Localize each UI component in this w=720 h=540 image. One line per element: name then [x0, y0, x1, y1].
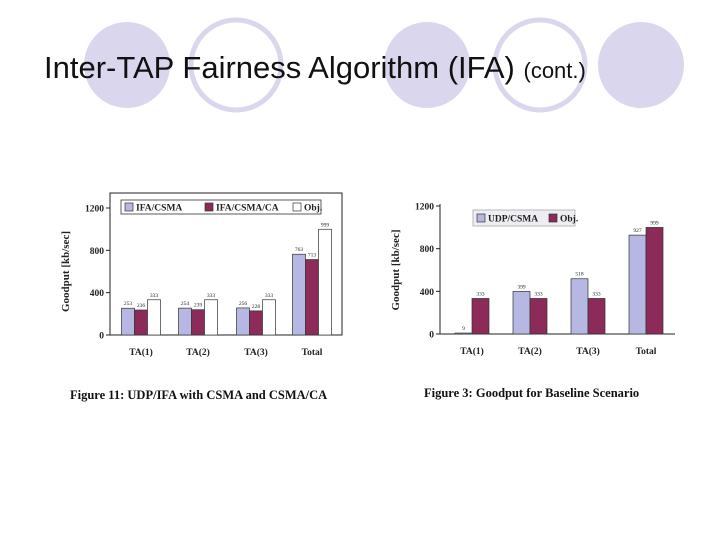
bar — [471, 298, 490, 335]
bar — [305, 259, 319, 336]
legend-swatch — [292, 202, 302, 212]
deco-circle — [598, 22, 684, 108]
bar-value-label: 999 — [321, 222, 330, 228]
deco-circle — [384, 22, 470, 108]
bar-value-label: 236 — [137, 303, 146, 309]
bar-value-label: 256 — [239, 301, 248, 307]
legend-label: Obj. — [304, 204, 322, 214]
bar-value-label: 763 — [295, 247, 304, 253]
y-tick-label: 800 — [90, 247, 105, 257]
bar — [147, 299, 161, 336]
x-tick-label: TA(2) — [518, 346, 542, 357]
x-tick-label: TA(1) — [460, 346, 484, 357]
bar-value-label: 927 — [633, 228, 642, 234]
slide-title: Inter-TAP Fairness Algorithm (IFA) (cont… — [44, 50, 586, 86]
legend-label: UDP/CSMA — [488, 215, 538, 225]
bar — [191, 309, 205, 336]
bar — [178, 307, 192, 336]
x-tick-label: Total — [302, 348, 323, 358]
deco-circle — [84, 22, 170, 108]
chart-baseline: 0 400 800 1200 Goodput [kb/sec] 9 333 TA(1) 399 3… — [390, 203, 675, 357]
deco-circle — [188, 17, 284, 113]
x-tick-label: Total — [636, 347, 657, 357]
bar-value-label: 239 — [194, 303, 203, 309]
bar-value-label: 399 — [517, 284, 526, 290]
x-tick-label: TA(3) — [576, 346, 600, 357]
y-axis-label: Goodput [kb/sec] — [60, 231, 72, 312]
bar — [454, 332, 473, 335]
figure-caption-right: Figure 3: Goodput for Baseline Scenario — [424, 386, 640, 400]
legend-box — [120, 199, 322, 215]
bar — [570, 278, 589, 335]
legend-label: IFA/CSMA/CA — [216, 204, 279, 214]
bar-value-label: 518 — [575, 272, 584, 278]
bar-value-label: 333 — [534, 291, 543, 297]
x-tick-label: TA(1) — [129, 347, 153, 358]
y-tick-label: 800 — [420, 245, 435, 255]
chart-ifa-csma: 0 400 800 1200 Goodput [kb/sec] 253 236 333 TA(1… — [60, 192, 343, 358]
x-tick-label: TA(3) — [244, 347, 268, 358]
y-tick-label: 0 — [429, 331, 434, 341]
bar-value-label: 9 — [462, 326, 465, 332]
bar-value-label: 333 — [150, 293, 159, 299]
legend-swatch — [204, 202, 214, 212]
bar-value-label: 333 — [476, 291, 485, 297]
slide-title-main: Inter-TAP Fairness Algorithm (IFA) — [44, 50, 515, 85]
bar — [204, 299, 218, 336]
y-axis-label: Goodput [kb/sec] — [390, 230, 402, 311]
bar — [318, 228, 332, 336]
legend-label: IFA/CSMA — [136, 204, 182, 214]
bar — [529, 298, 548, 335]
bar-value-label: 254 — [181, 301, 190, 307]
legend-label: Obj. — [560, 215, 578, 225]
bar — [236, 307, 250, 336]
bar-value-label: 713 — [308, 253, 317, 259]
slide-title-suffix: (cont.) — [523, 58, 586, 83]
bar — [645, 227, 664, 335]
x-tick-label: TA(2) — [186, 347, 210, 358]
bar — [587, 298, 606, 335]
bar — [249, 310, 263, 336]
bar — [262, 299, 276, 336]
y-tick-label: 400 — [90, 289, 105, 299]
bar-value-label: 999 — [650, 220, 659, 226]
y-tick-label: 0 — [99, 332, 104, 342]
bar-value-label: 333 — [265, 293, 274, 299]
bar-value-label: 228 — [252, 304, 261, 310]
bar — [628, 234, 647, 335]
figure-caption-left: Figure 11: UDP/IFA with CSMA and CSMA/CA — [70, 388, 328, 402]
bar-value-label: 333 — [207, 293, 216, 299]
legend-swatch — [476, 213, 486, 223]
bar — [134, 309, 148, 336]
bar — [292, 253, 306, 336]
y-tick-label: 1200 — [85, 205, 104, 215]
deco-circle — [492, 17, 588, 113]
legend-swatch — [124, 202, 134, 212]
legend-swatch — [548, 213, 558, 223]
bar — [121, 307, 135, 336]
y-tick-label: 400 — [420, 288, 435, 298]
y-tick-label: 1200 — [415, 203, 434, 213]
bar-value-label: 333 — [592, 291, 601, 297]
bar-value-label: 253 — [124, 301, 133, 307]
bar — [512, 291, 531, 335]
